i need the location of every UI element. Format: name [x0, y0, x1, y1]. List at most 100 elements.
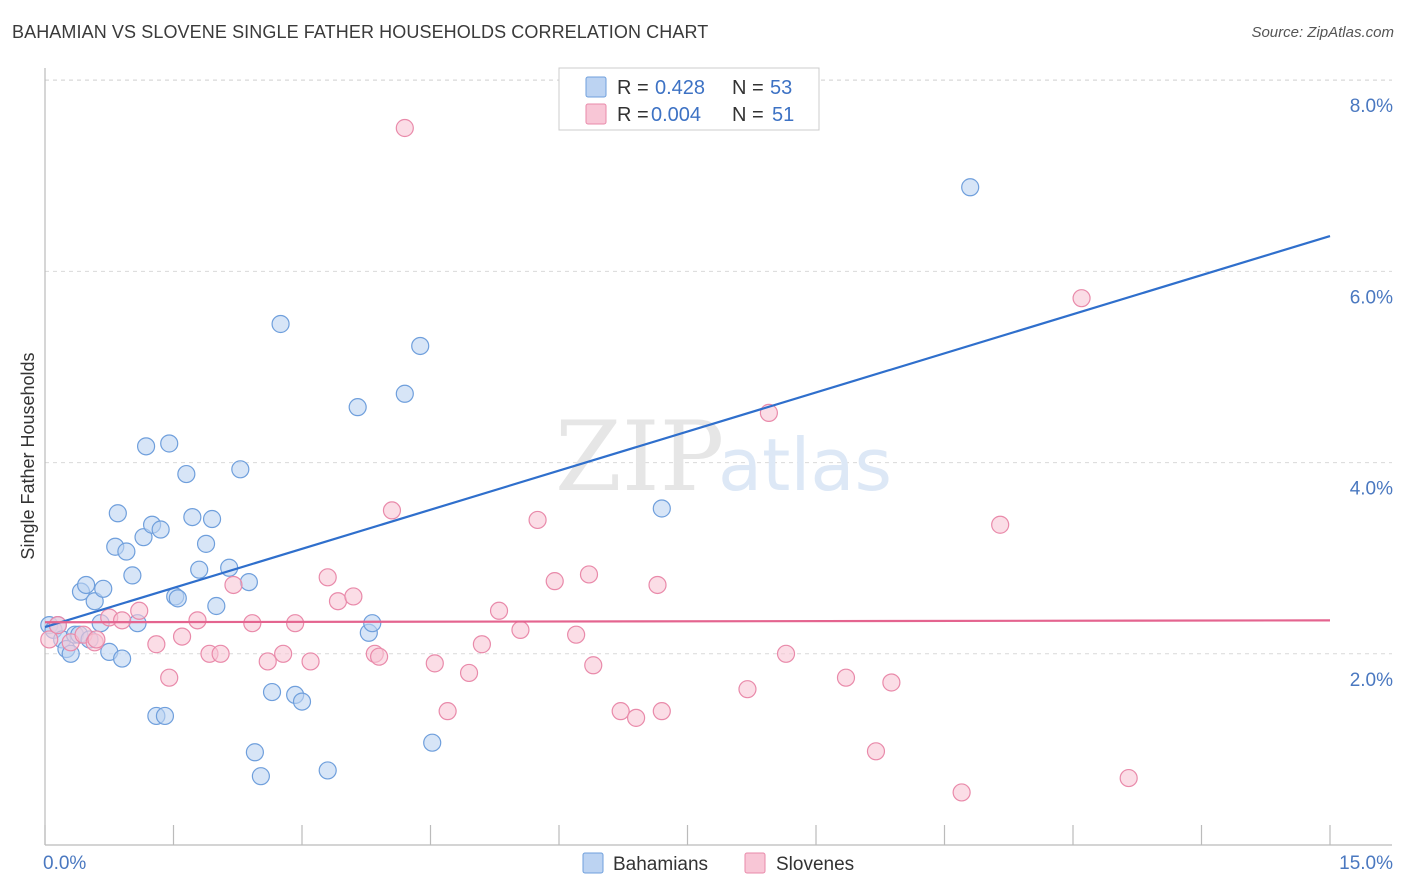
slovenes-point	[112, 611, 132, 630]
bahamians-point	[160, 434, 179, 453]
bahamians-point	[202, 509, 222, 529]
slovenes-point	[243, 614, 262, 633]
slovenes-point	[652, 702, 671, 721]
bottom-label-slovenes: Slovenes	[776, 854, 854, 875]
legend-n-value-2: 51	[772, 104, 794, 126]
bahamians-point	[77, 575, 96, 595]
slovenes-point	[866, 742, 886, 761]
watermark-zip: ZIP	[555, 401, 724, 513]
bottom-label-bahamians: Bahamians	[613, 854, 708, 875]
bahamians-point	[251, 767, 270, 786]
slovenes-point	[425, 654, 444, 673]
bahamians-point	[318, 761, 337, 780]
slovenes-point	[438, 702, 457, 721]
slovenes-point	[147, 635, 166, 654]
bahamians-point	[348, 398, 367, 417]
slovenes-point	[87, 630, 106, 649]
slovenes-point	[40, 630, 59, 649]
watermark-atlas: atlas	[718, 423, 892, 507]
legend-r-label-1: R =	[617, 77, 649, 99]
slovenes-point	[511, 620, 530, 640]
bahamians-point	[155, 706, 175, 726]
bahamians-point	[961, 178, 980, 197]
slovenes-point	[626, 708, 646, 727]
bahamians-point	[262, 682, 282, 702]
slovenes-point	[952, 783, 971, 802]
slovenes-point	[258, 652, 277, 671]
bahamians-point	[363, 614, 382, 633]
bahamians-point	[196, 534, 216, 553]
slovenes-point	[567, 625, 586, 644]
legend-r-value-1: 0.428	[655, 77, 705, 99]
y-tick-label: 2.0%	[1350, 670, 1393, 691]
slovenes-point	[528, 510, 547, 530]
slovenes-point	[172, 627, 192, 646]
bahamians-point	[108, 504, 127, 523]
series-legend: Bahamians Slovenes	[582, 852, 854, 875]
bahamians-point	[271, 314, 290, 334]
legend-r-label-2: R =	[617, 104, 649, 126]
slovenes-point	[1119, 768, 1138, 788]
bahamians-point	[168, 589, 187, 608]
grid-layer	[45, 79, 1392, 655]
slovenes-point	[160, 668, 179, 687]
slovenes-point	[579, 565, 599, 584]
legend-n-label-2: N =	[732, 104, 764, 126]
legend-n-value-1: 53	[770, 77, 792, 99]
slovenes-point	[344, 587, 363, 606]
bahamians-point	[85, 592, 104, 611]
bottom-swatch-slovenes	[744, 852, 766, 874]
slovenes-point	[459, 663, 479, 683]
chart-source: Source: ZipAtlas.com	[1251, 24, 1394, 41]
x-tick-label-max: 15.0%	[1339, 853, 1393, 874]
bahamians-point	[136, 437, 156, 456]
bahamians-trend-line	[44, 234, 1331, 629]
slovenes-point	[286, 614, 305, 633]
slovenes-point	[776, 644, 796, 663]
bahamians-point	[112, 649, 132, 668]
slovenes-point	[648, 575, 667, 595]
slovenes-points	[40, 118, 1138, 802]
slovenes-point	[130, 601, 149, 620]
chart-title: BAHAMIAN VS SLOVENE SINGLE FATHER HOUSEH…	[12, 22, 709, 42]
x-tick-label-min: 0.0%	[43, 853, 86, 874]
slovenes-point	[738, 680, 757, 699]
bahamians-point	[151, 520, 170, 539]
slovenes-point	[1072, 289, 1091, 308]
slovenes-point	[328, 592, 348, 611]
slovenes-point	[188, 611, 207, 630]
slovenes-point	[274, 644, 293, 663]
bahamians-point	[395, 384, 414, 403]
y-tick-label: 4.0%	[1350, 479, 1393, 500]
slovenes-point	[472, 635, 491, 654]
bahamians-point	[190, 560, 209, 579]
slovenes-point	[489, 601, 509, 620]
bahamians-point	[245, 743, 264, 762]
slovenes-point	[301, 652, 320, 671]
slovenes-point	[991, 515, 1010, 534]
bahamians-point	[123, 566, 142, 585]
slovenes-point	[584, 656, 603, 675]
y-tick-label: 8.0%	[1350, 96, 1393, 117]
bottom-swatch-bahamians	[582, 852, 604, 874]
slovenes-point	[224, 575, 243, 595]
slovenes-point	[611, 702, 630, 721]
bahamians-point	[411, 336, 430, 356]
slovenes-point	[318, 568, 337, 587]
legend-swatch-bahamians	[585, 76, 607, 98]
slovenes-point	[370, 647, 389, 666]
y-axis-label: Single Father Households	[18, 352, 38, 559]
stats-legend: R = 0.428 N = 53 R = 0.004 N = 51	[558, 67, 820, 131]
slovenes-point	[382, 501, 402, 520]
bahamians-point	[652, 499, 671, 518]
slovenes-point	[395, 118, 414, 138]
trend-layer	[44, 234, 1331, 629]
bahamians-point	[292, 692, 312, 711]
slovenes-point	[211, 644, 230, 663]
axis-layer	[44, 68, 1392, 846]
y-tick-label: 6.0%	[1350, 287, 1393, 308]
slovenes-point	[545, 572, 564, 591]
bahamians-point	[231, 460, 250, 479]
slovenes-trend-line	[44, 619, 1331, 624]
